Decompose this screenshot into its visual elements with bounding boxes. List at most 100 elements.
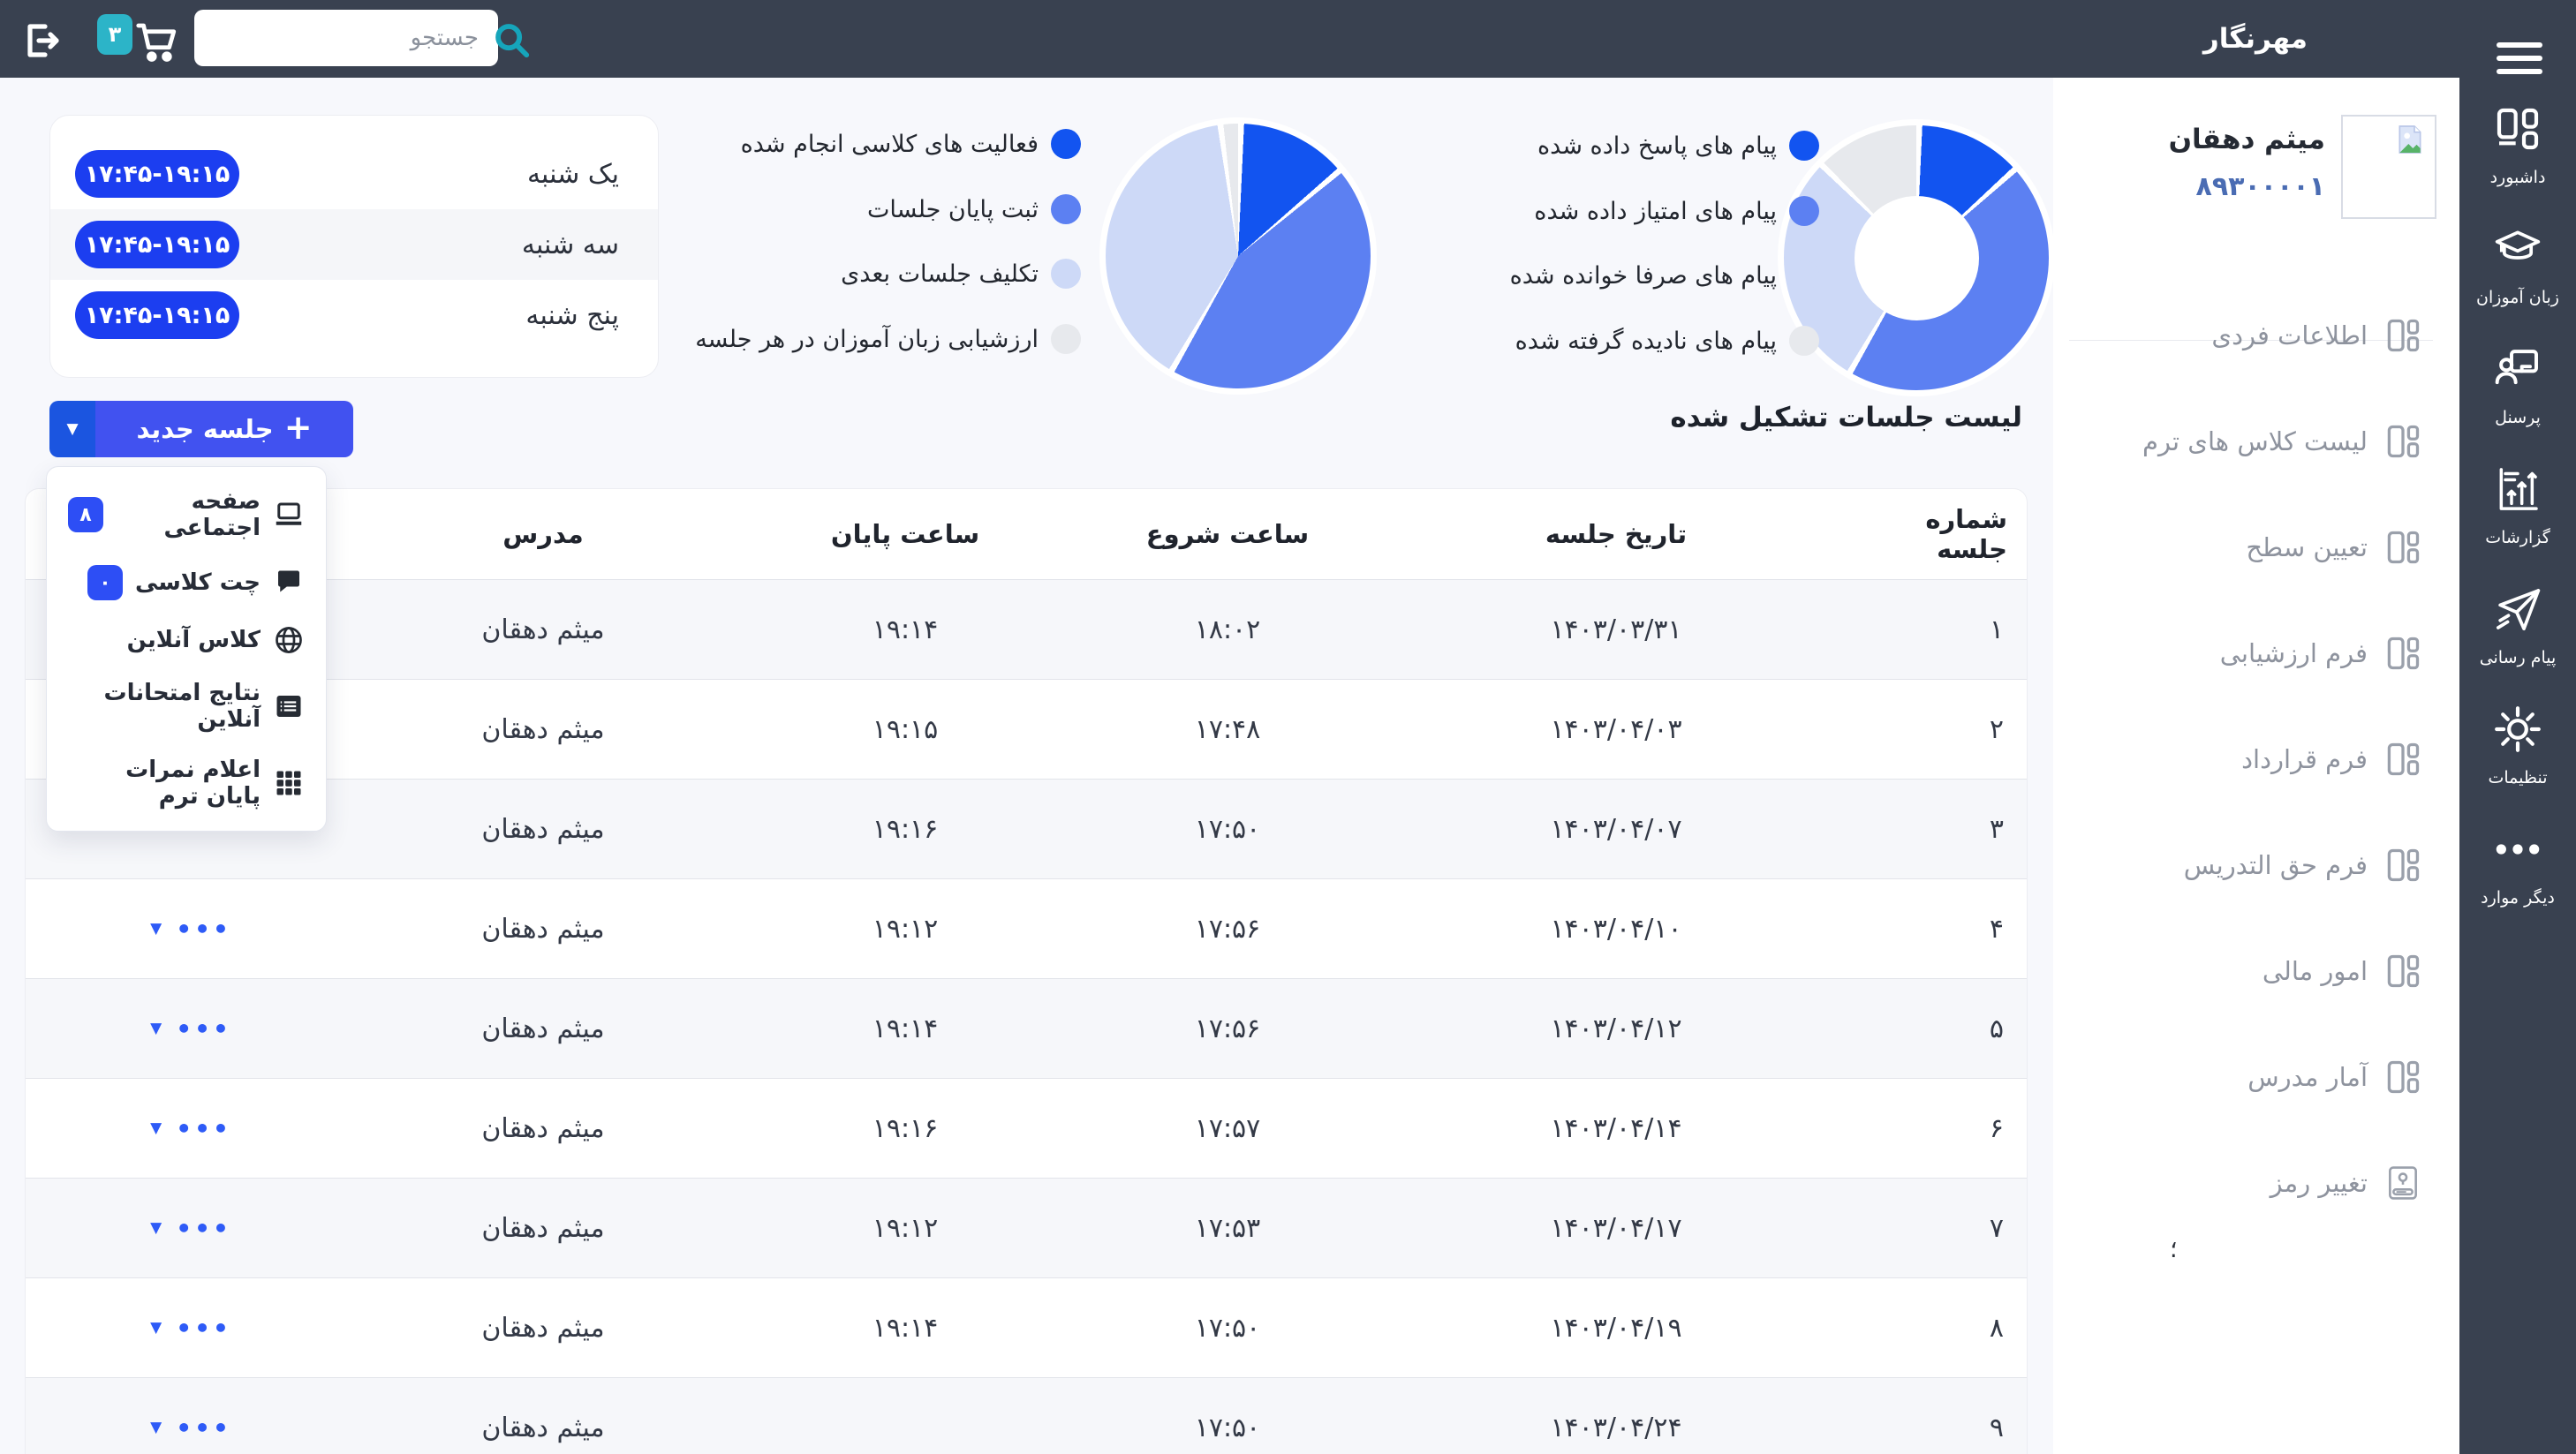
session-menu-item[interactable]: چت کلاسی ۰ (68, 565, 305, 600)
session-menu-item[interactable]: اعلام نمرات پایان ترم (68, 757, 305, 810)
more-actions-icon[interactable]: ••• (176, 1113, 231, 1143)
row-actions[interactable]: ••• ▼ (26, 1413, 357, 1443)
session-menu-item-label: چت کلاسی (134, 569, 261, 596)
panel-menu-item-label: آمار مدرس (2247, 1062, 2368, 1092)
search-input[interactable] (194, 10, 498, 66)
sidebar-item-dashboard[interactable]: داشبورد (2459, 104, 2576, 187)
panel-menu-item[interactable]: تعیین سطح (2053, 494, 2459, 600)
session-date: ۱۴۰۳/۰۴/۱۴ (1373, 1078, 1859, 1179)
panel-menu-item-label: امور مالی (2262, 956, 2368, 986)
legend-dot (1789, 131, 1819, 161)
legend-label: ارزشیابی زبان آموزان در هر جلسه (695, 325, 1039, 353)
row-actions[interactable]: ••• ▼ (26, 1113, 357, 1143)
session-menu-item[interactable]: کلاس آنلاین (68, 624, 305, 656)
expand-row-icon[interactable]: ▼ (150, 1020, 162, 1037)
sidebar-item-reports[interactable]: گزارشات (2459, 464, 2576, 547)
logout-icon[interactable] (19, 19, 62, 62)
panel-menu-item[interactable]: فرم قرارداد (2053, 706, 2459, 812)
expand-row-icon[interactable]: ▼ (150, 1119, 162, 1137)
session-date: ۱۴۰۳/۰۴/۱۹ (1373, 1277, 1859, 1378)
grid9-icon (273, 767, 305, 799)
session-actions-cell: ••• ▼ (26, 878, 358, 979)
search-icon[interactable] (491, 19, 532, 60)
session-start-time: ۱۸:۰۲ (1082, 579, 1373, 680)
personnel-icon (2493, 344, 2542, 397)
session-menu-item-label: صفحه اجتماعی (163, 488, 261, 541)
grid-small-icon (2383, 846, 2422, 885)
session-number: ۸ (1859, 1277, 2027, 1378)
session-actions-cell: ••• ▼ (26, 1178, 358, 1278)
teacher-name: میثم دهقان (2168, 124, 2325, 155)
schedule-day-label: یک شنبه (526, 158, 619, 190)
table-header-row: شماره جلسه تاریخ جلسه ساعت شروع ساعت پایان م… (26, 489, 2027, 580)
expand-row-icon[interactable]: ▼ (150, 920, 162, 938)
session-number: ۷ (1859, 1178, 2027, 1278)
new-session-main[interactable]: + جلسه جدید (95, 401, 353, 457)
expand-row-icon[interactable]: ▼ (150, 1219, 162, 1237)
new-session-label: جلسه جدید (136, 414, 274, 444)
row-actions[interactable]: ••• ▼ (26, 1013, 357, 1043)
column-header: ساعت پایان (830, 519, 980, 549)
session-teacher: میثم دهقان (358, 1178, 729, 1278)
row-actions[interactable]: ••• ▼ (26, 1313, 357, 1343)
new-session-button[interactable]: + جلسه جدید ▼ (49, 401, 353, 457)
cart-icon[interactable] (132, 18, 180, 65)
divider (2069, 340, 2433, 341)
dashboard-icon (2493, 104, 2542, 157)
legend-label: پیام های امتیاز داده شده (1534, 197, 1777, 225)
session-start-time: ۱۷:۵۳ (1082, 1178, 1373, 1278)
teacher-panel-menu: اطلاعات فردی لیست کلاس های ترم تعیین سطح فر… (2053, 283, 2459, 1236)
more-actions-icon[interactable]: ••• (176, 914, 231, 944)
more-actions-icon[interactable]: ••• (176, 1413, 231, 1443)
schedule-time-badge: ۱۷:۴۵-۱۹:۱۵ (75, 150, 239, 198)
session-menu-item-badge: ۸ (68, 497, 103, 532)
session-number: ۴ (1859, 878, 2027, 979)
grid-small-icon (2383, 634, 2422, 673)
sidebar-item-graduation-cap[interactable]: زبان آموزان (2459, 224, 2576, 307)
session-start-time: ۱۷:۵۰ (1082, 1377, 1373, 1454)
row-actions[interactable]: ••• ▼ (26, 914, 357, 944)
hamburger-menu-icon[interactable] (2497, 42, 2542, 82)
donut-hole (1854, 195, 1979, 320)
table-row: ۷ ۱۴۰۳/۰۴/۱۷ ۱۷:۵۳ ۱۹:۱۲ میثم دهقان ••• ▼ (26, 1178, 2027, 1278)
expand-row-icon[interactable]: ▼ (150, 1419, 162, 1436)
panel-menu-item[interactable]: تغییر رمز (2053, 1130, 2459, 1236)
panel-menu-item[interactable]: فرم ارزشیابی (2053, 600, 2459, 706)
sidebar-item-personnel[interactable]: پرسنل (2459, 344, 2576, 427)
session-menu-item-label: اعلام نمرات پایان ترم (125, 757, 261, 810)
sidebar-item-gear[interactable]: تنظیمات (2459, 704, 2576, 787)
panel-menu-item[interactable]: فرم حق التدریس (2053, 812, 2459, 918)
panel-menu-item[interactable]: آمار مدرس (2053, 1024, 2459, 1130)
panel-menu-item[interactable]: لیست کلاس های ترم (2053, 388, 2459, 494)
panel-menu-item[interactable]: امور مالی (2053, 918, 2459, 1024)
table-row: ۵ ۱۴۰۳/۰۴/۱۲ ۱۷:۵۶ ۱۹:۱۴ میثم دهقان ••• ▼ (26, 978, 2027, 1079)
side-rail-nav: داشبورد زبان آموزان پرسنل گزارشات پیام رسانی… (2459, 104, 2576, 908)
more-actions-icon[interactable]: ••• (176, 1013, 231, 1043)
panel-menu-item-label: فرم حق التدریس (2183, 850, 2368, 880)
session-start-time: ۱۷:۵۰ (1082, 779, 1373, 879)
session-actions-cell: ••• ▼ (26, 1078, 358, 1179)
table-row: ۴ ۱۴۰۳/۰۴/۱۰ ۱۷:۵۶ ۱۹:۱۲ میثم دهقان ••• ▼ (26, 878, 2027, 979)
sidebar-item-paper-plane[interactable]: پیام رسانی (2459, 584, 2576, 667)
panel-menu-item-label: اطلاعات فردی (2211, 320, 2368, 350)
more-actions-icon[interactable]: ••• (176, 1313, 231, 1343)
legend-label: ثبت پایان جلسات (866, 195, 1039, 223)
sidebar-item-ellipsis[interactable]: دیگر موارد (2459, 825, 2576, 908)
sidebar-item-label: پرسنل (2495, 408, 2541, 427)
expand-row-icon[interactable]: ▼ (150, 1319, 162, 1337)
new-session-caret-button[interactable]: ▼ (49, 401, 95, 457)
more-actions-icon[interactable]: ••• (176, 1213, 231, 1243)
session-menu-item[interactable]: نتایج امتحانات آنلاین (68, 680, 305, 733)
legend-dot (1051, 323, 1081, 354)
session-start-time: ۱۷:۴۸ (1082, 679, 1373, 780)
session-end-time: ۱۹:۱۴ (729, 1277, 1082, 1378)
row-actions[interactable]: ••• ▼ (26, 1213, 357, 1243)
session-teacher: میثم دهقان (358, 779, 729, 879)
session-end-time: ۱۹:۱۶ (729, 1078, 1082, 1179)
legend-dot (1789, 195, 1819, 226)
panel-menu-item[interactable]: اطلاعات فردی (2053, 283, 2459, 388)
session-date: ۱۴۰۳/۰۴/۱۲ (1373, 978, 1859, 1079)
session-menu-item[interactable]: صفحه اجتماعی ۸ (68, 488, 305, 541)
table-body: ۱ ۱۴۰۳/۰۳/۳۱ ۱۸:۰۲ ۱۹:۱۴ میثم دهقان ۲ ۱۴۰۳/۰۴/… (26, 579, 2027, 1454)
session-start-time: ۱۷:۵۶ (1082, 878, 1373, 979)
